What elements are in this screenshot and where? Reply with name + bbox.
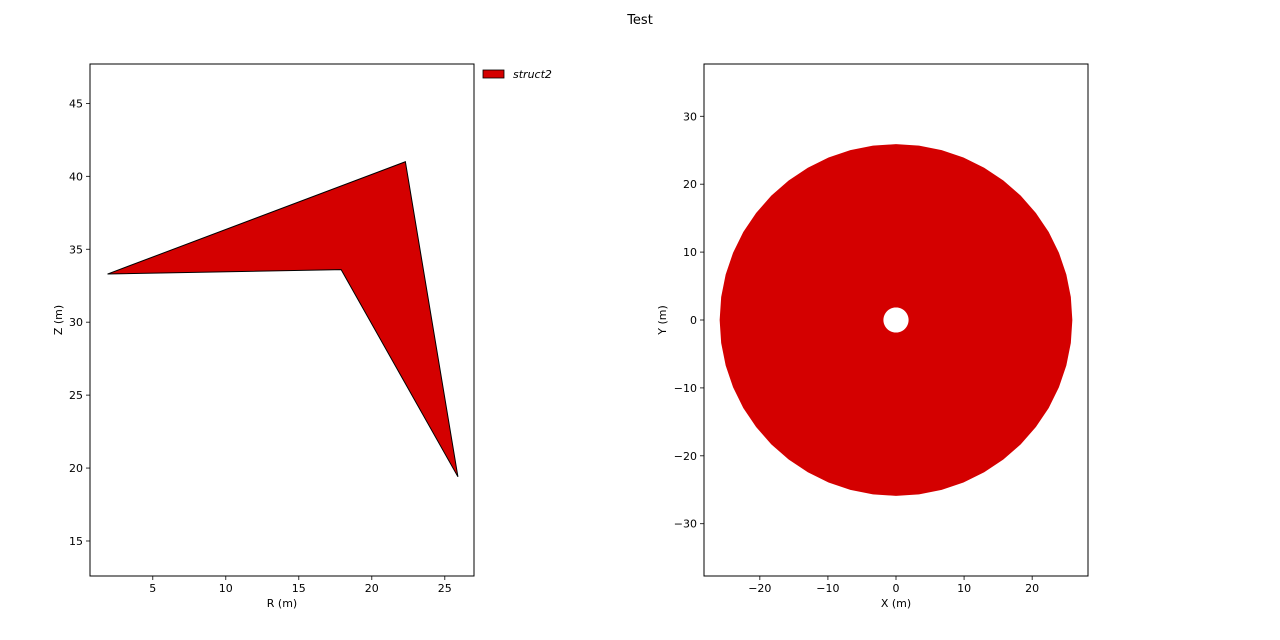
left-y-tick-label: 40 xyxy=(69,170,83,183)
right-x-tick-label: 0 xyxy=(893,582,900,595)
left-axes-frame xyxy=(89,63,475,577)
left-x-tick-label: 20 xyxy=(365,582,379,595)
right-y-tick-label: 10 xyxy=(683,246,697,259)
left-x-axis-label: R (m) xyxy=(267,597,297,610)
right-x-tick-label: 20 xyxy=(1025,582,1039,595)
right-x-tick-label: 10 xyxy=(957,582,971,595)
left-y-tick-label: 30 xyxy=(69,316,83,329)
left-x-tick-label: 10 xyxy=(219,582,233,595)
right-x-tick-label: −10 xyxy=(816,582,839,595)
left-panel: 5 10 15 20 25 15 20 25 30 35 40 45 R (m) Z (m) xyxy=(52,63,475,610)
right-y-tick-label: 30 xyxy=(683,110,697,123)
right-x-axis-label: X (m) xyxy=(881,597,911,610)
right-y-ticks: −30 −20 −10 0 10 20 30 xyxy=(674,110,704,531)
legend: struct2 xyxy=(482,68,552,81)
left-y-tick-label: 35 xyxy=(69,243,83,256)
left-y-axis-label: Z (m) xyxy=(52,305,65,335)
right-y-axis-label: Y (m) xyxy=(656,305,669,336)
left-y-tick-label: 15 xyxy=(69,535,83,548)
legend-label-struct2: struct2 xyxy=(513,68,552,81)
left-x-tick-label: 5 xyxy=(149,582,156,595)
right-y-tick-label: 0 xyxy=(690,314,697,327)
right-y-tick-label: −10 xyxy=(674,382,697,395)
left-x-tick-label: 25 xyxy=(438,582,452,595)
left-y-tick-label: 25 xyxy=(69,389,83,402)
right-panel: −20 −10 0 10 20 −30 −20 −10 0 10 20 30 X (m) Y (m) xyxy=(656,63,1089,610)
left-x-tick-label: 15 xyxy=(292,582,306,595)
left-x-ticks: 5 10 15 20 25 xyxy=(149,576,452,595)
struct2-annulus xyxy=(719,144,1073,496)
figure-title: Test xyxy=(626,13,653,28)
right-y-tick-label: −20 xyxy=(674,450,697,463)
right-x-tick-label: −20 xyxy=(748,582,771,595)
struct2-polygon xyxy=(107,161,459,478)
right-y-tick-label: −30 xyxy=(674,518,697,531)
right-plot-area xyxy=(719,144,1073,496)
right-x-ticks: −20 −10 0 10 20 xyxy=(748,576,1039,595)
left-plot-area xyxy=(107,161,459,478)
left-y-tick-label: 45 xyxy=(69,97,83,110)
legend-swatch-struct2 xyxy=(482,69,505,79)
left-y-ticks: 15 20 25 30 35 40 45 xyxy=(69,97,90,548)
left-y-tick-label: 20 xyxy=(69,462,83,475)
right-y-tick-label: 20 xyxy=(683,178,697,191)
